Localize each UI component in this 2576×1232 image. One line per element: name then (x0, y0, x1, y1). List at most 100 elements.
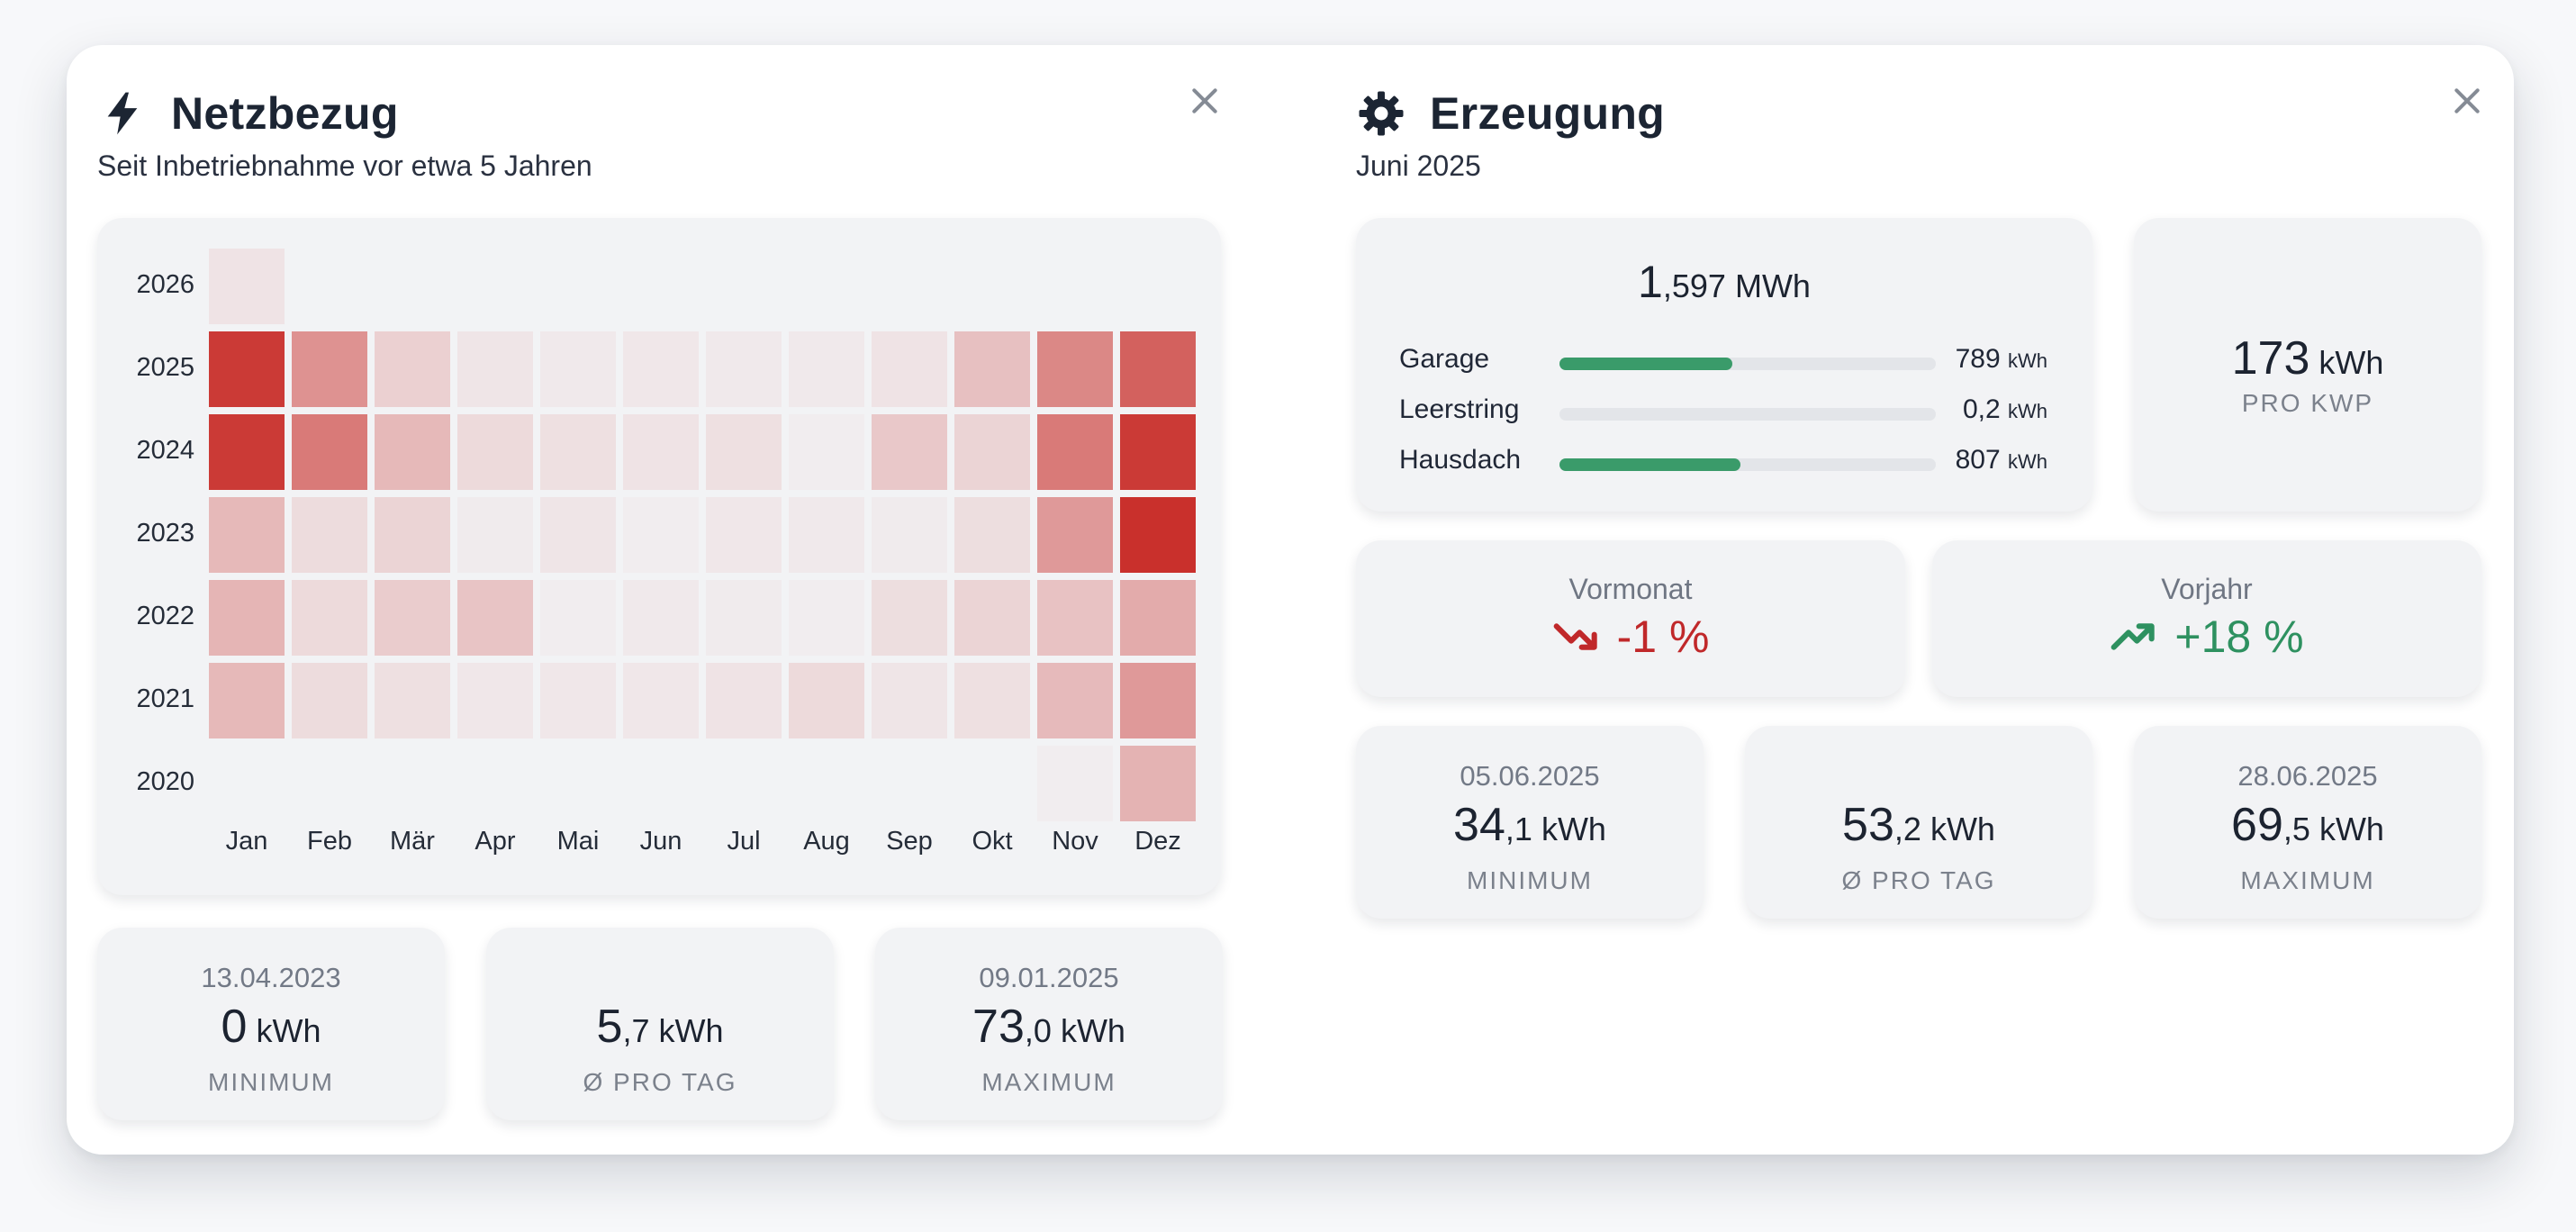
heatmap-cell[interactable] (623, 331, 699, 407)
heatmap-cell[interactable] (623, 580, 699, 656)
close-grid-panel-button[interactable] (1176, 72, 1234, 130)
heatmap-cell[interactable] (706, 331, 782, 407)
heatmap-cell[interactable] (872, 497, 947, 573)
heatmap-cell[interactable] (540, 497, 616, 573)
heatmap-cell[interactable] (706, 580, 782, 656)
heatmap-year-label: 2025 (136, 353, 194, 382)
heatmap-month-label: Apr (475, 827, 516, 856)
heatmap-cell[interactable] (1037, 414, 1113, 490)
heatmap-cell[interactable] (375, 414, 450, 490)
heatmap-cell[interactable] (292, 331, 367, 407)
heatmap-cell[interactable] (375, 663, 450, 738)
heatmap-cell[interactable] (292, 580, 367, 656)
heatmap-cell[interactable] (292, 663, 367, 738)
string-bar-track (1559, 358, 1936, 370)
string-name: Leerstring (1399, 394, 1520, 424)
grid-average-stat: 5,7 kWh Ø PRO TAG (486, 928, 834, 1120)
stat-unit: kWh (1060, 1012, 1125, 1049)
heatmap-cell[interactable] (706, 497, 782, 573)
heatmap-cell[interactable] (1120, 663, 1196, 738)
heatmap-cell[interactable] (1120, 497, 1196, 573)
heatmap-cell[interactable] (1037, 497, 1113, 573)
heatmap-cell[interactable] (209, 249, 285, 324)
heatmap-cell[interactable] (457, 414, 533, 490)
stat-caption: MINIMUM (208, 1068, 334, 1096)
comparison-label: Vorjahr (2161, 573, 2253, 605)
stat-value-int: 173 (2231, 332, 2310, 385)
heatmap-cell[interactable] (872, 331, 947, 407)
heatmap-cell[interactable] (872, 663, 947, 738)
close-icon (2454, 88, 2480, 113)
heatmap-cell[interactable] (872, 580, 947, 656)
heatmap-cell[interactable] (706, 663, 782, 738)
heatmap-cell[interactable] (1037, 331, 1113, 407)
consumption-heatmap: 2026 2025 2024 2023 2022 2021 2020 Jan Feb Mär Apr… (97, 218, 1221, 895)
heatmap-cell[interactable] (292, 414, 367, 490)
heatmap-cell[interactable] (209, 663, 285, 738)
production-total-unit: MWh (1734, 267, 1811, 304)
heatmap-cell[interactable] (789, 580, 864, 656)
heatmap-cell[interactable] (623, 497, 699, 573)
comparison-label: Vormonat (1568, 573, 1693, 605)
heatmap-cell[interactable] (954, 414, 1030, 490)
close-production-panel-button[interactable] (2438, 72, 2496, 130)
heatmap-year-label: 2026 (136, 270, 194, 299)
trending-up-icon (2111, 623, 2156, 650)
heatmap-cell[interactable] (540, 331, 616, 407)
stat-unit: kWh (2318, 811, 2384, 847)
heatmap-cell[interactable] (623, 663, 699, 738)
heatmap-cell[interactable] (292, 497, 367, 573)
heatmap-cell[interactable] (375, 497, 450, 573)
heatmap-cell[interactable] (789, 663, 864, 738)
stat-value-int: 5 (596, 1001, 623, 1053)
heatmap-cell[interactable] (209, 580, 285, 656)
heatmap-cell[interactable] (375, 331, 450, 407)
heatmap-cell[interactable] (457, 331, 533, 407)
heatmap-cell[interactable] (209, 414, 285, 490)
heatmap-cell[interactable] (1120, 746, 1196, 821)
heatmap-month-label: Sep (886, 827, 933, 856)
heatmap-cell[interactable] (540, 580, 616, 656)
heatmap-cell[interactable] (954, 580, 1030, 656)
heatmap-cell[interactable] (1120, 580, 1196, 656)
string-value-int: 807 (1955, 445, 2001, 475)
heatmap-cell[interactable] (457, 580, 533, 656)
heatmap-cell[interactable] (789, 414, 864, 490)
stat-value: 73,0 kWh (875, 1000, 1223, 1054)
heatmap-cell[interactable] (789, 497, 864, 573)
heatmap-cell[interactable] (209, 331, 285, 407)
heatmap-year-label: 2022 (136, 602, 194, 630)
heatmap-cell[interactable] (457, 497, 533, 573)
stat-date: 05.06.2025 (1460, 760, 1600, 792)
comparison-value: +18 % (1932, 611, 2481, 663)
heatmap-cell[interactable] (1037, 746, 1113, 821)
heatmap-cell[interactable] (789, 331, 864, 407)
string-value-int: 0 (1962, 394, 1978, 424)
heatmap-cell[interactable] (623, 414, 699, 490)
comparison-percent: -1 % (1616, 611, 1710, 662)
stat-value: 5,7 kWh (486, 1000, 834, 1054)
heatmap-cell[interactable] (540, 663, 616, 738)
heatmap-cell[interactable] (209, 497, 285, 573)
heatmap-cell[interactable] (954, 663, 1030, 738)
heatmap-cell[interactable] (1120, 414, 1196, 490)
heatmap-month-label: Mai (556, 827, 600, 856)
stat-caption: MAXIMUM (981, 1068, 1116, 1096)
heatmap-cell[interactable] (1037, 580, 1113, 656)
heatmap-month-label: Jul (727, 827, 761, 856)
grid-consumption-panel: Netzbezug Seit Inbetriebnahme vor etwa 5… (67, 45, 1325, 1155)
heatmap-cell[interactable] (457, 663, 533, 738)
heatmap-cell[interactable] (954, 497, 1030, 573)
stat-unit: kWh (256, 1012, 321, 1049)
string-bar-fill (1559, 458, 1740, 471)
heatmap-cell[interactable] (1120, 331, 1196, 407)
heatmap-cell[interactable] (872, 414, 947, 490)
stat-value-int: 0 (221, 1001, 248, 1053)
grid-minimum-stat: 13.04.2023 0 kWh MINIMUM (97, 928, 445, 1120)
heatmap-cell[interactable] (706, 414, 782, 490)
heatmap-cell[interactable] (1037, 663, 1113, 738)
heatmap-cell[interactable] (954, 331, 1030, 407)
heatmap-cell[interactable] (540, 414, 616, 490)
heatmap-cell[interactable] (375, 580, 450, 656)
stat-value: 0 kWh (97, 1000, 445, 1054)
